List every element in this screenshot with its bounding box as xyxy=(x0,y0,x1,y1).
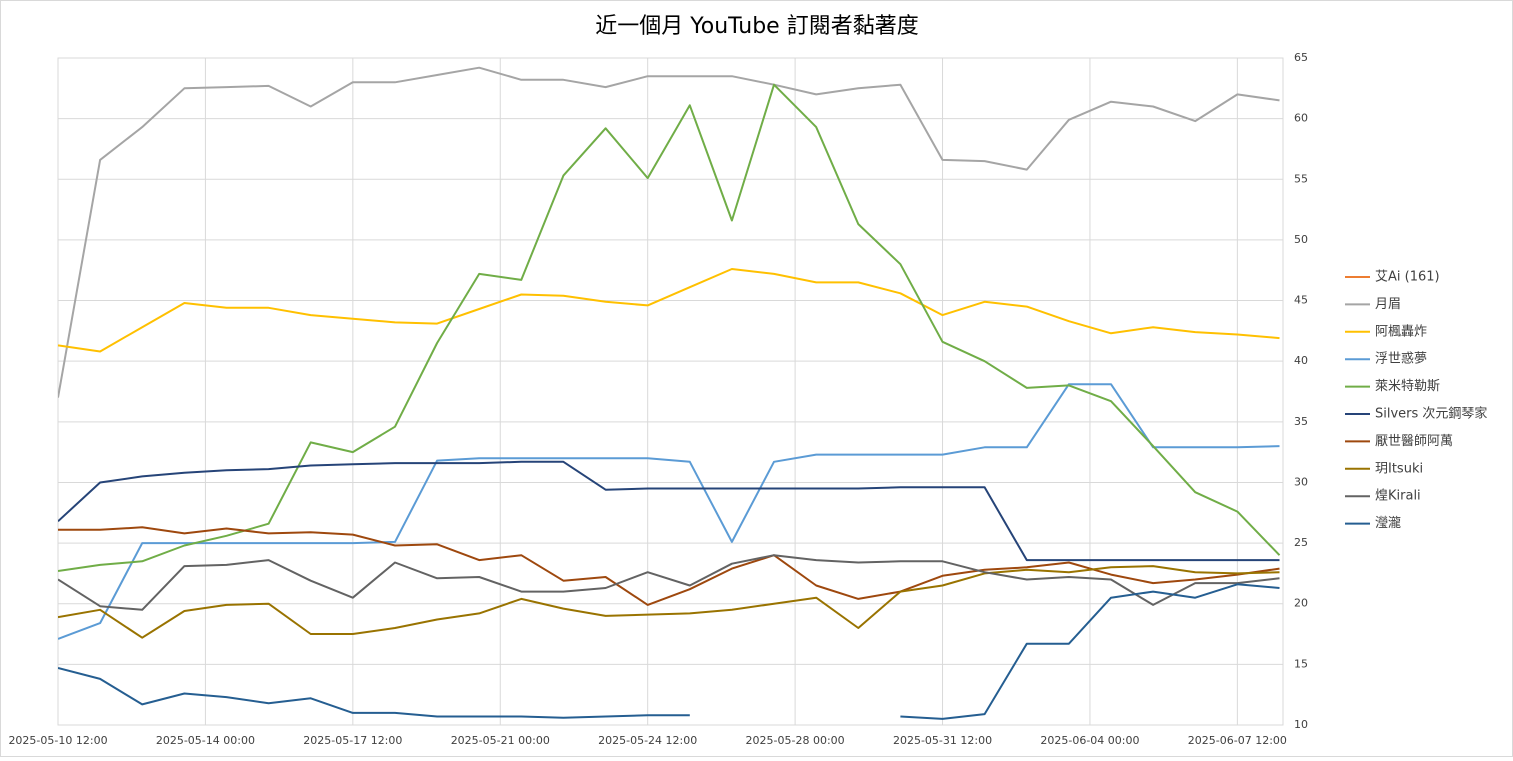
x-tick-label: 2025-05-14 00:00 xyxy=(156,734,255,747)
series-line xyxy=(58,268,1280,353)
y-tick-label: 10 xyxy=(1294,718,1308,731)
x-tick-label: 2025-06-07 12:00 xyxy=(1188,734,1287,747)
series-line xyxy=(58,383,1280,640)
plot-area xyxy=(58,66,1281,720)
x-tick-label: 2025-05-28 00:00 xyxy=(746,734,845,747)
y-tick-label: 40 xyxy=(1294,354,1308,367)
series-line xyxy=(58,83,1281,572)
legend-label: 阿楓轟炸 xyxy=(1375,323,1427,339)
legend-label: 玥Itsuki xyxy=(1375,461,1423,476)
series-line xyxy=(58,460,1280,562)
legend-label: 浮世惑夢 xyxy=(1375,351,1427,367)
legend-label: 瀅瀧 xyxy=(1375,516,1401,531)
y-tick-label: 20 xyxy=(1294,597,1308,610)
legend-label: Silvers 次元鋼琴家 xyxy=(1375,406,1487,422)
x-tick-label: 2025-06-04 00:00 xyxy=(1040,734,1139,747)
y-tick-label: 30 xyxy=(1294,475,1308,488)
y-tick-label: 55 xyxy=(1294,172,1308,185)
series-line xyxy=(58,565,1280,639)
x-tick-label: 2025-05-31 12:00 xyxy=(893,734,992,747)
series-line xyxy=(58,554,1280,611)
y-tick-label: 60 xyxy=(1294,112,1308,125)
series-line xyxy=(58,66,1280,398)
chart-title: 近一個月 YouTube 訂閱者黏著度 xyxy=(595,14,918,39)
series-line xyxy=(58,583,1280,720)
y-tick-label: 65 xyxy=(1294,51,1308,64)
plot-border xyxy=(57,57,1284,726)
y-tick-label: 45 xyxy=(1294,294,1308,307)
series-line xyxy=(58,526,1280,606)
legend-label: 艾Ai (161) xyxy=(1375,270,1440,285)
y-tick-label: 25 xyxy=(1294,536,1308,549)
legend-label: 厭世醫師阿萬 xyxy=(1375,434,1453,449)
legend-label: 煌Kirali xyxy=(1375,489,1421,504)
x-tick-label: 2025-05-21 00:00 xyxy=(451,734,550,747)
x-tick-label: 2025-05-17 12:00 xyxy=(303,734,402,747)
x-tick-label: 2025-05-10 12:00 xyxy=(8,734,107,747)
y-tick-label: 35 xyxy=(1294,415,1308,428)
y-tick-label: 50 xyxy=(1294,233,1308,246)
y-tick-label: 15 xyxy=(1294,657,1308,670)
legend-label: 萊米特勒斯 xyxy=(1375,379,1440,394)
x-tick-label: 2025-05-24 12:00 xyxy=(598,734,697,747)
legend-label: 月眉 xyxy=(1375,297,1401,312)
